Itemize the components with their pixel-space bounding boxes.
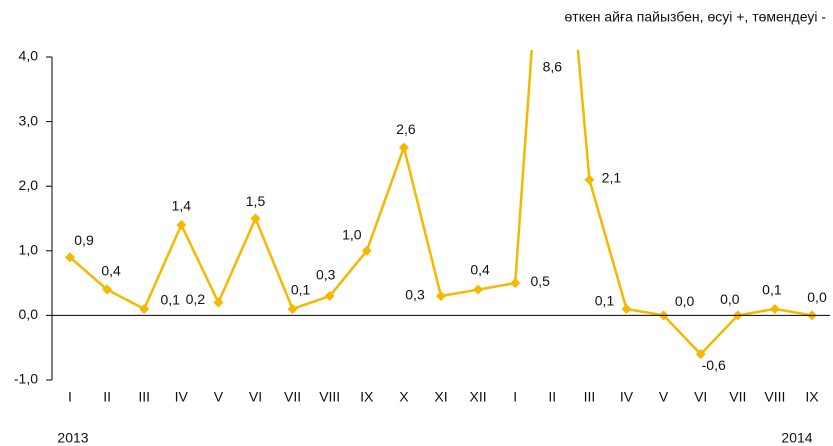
point-marker xyxy=(102,284,113,295)
point-marker xyxy=(510,278,521,289)
year-label: 2014 xyxy=(781,430,812,446)
x-tick-label: IV xyxy=(620,389,634,405)
x-tick-label: III xyxy=(138,389,150,405)
data-label: 1,5 xyxy=(246,193,266,209)
x-tick-label: VII xyxy=(284,389,301,405)
y-tick-label: -1,0 xyxy=(14,371,38,387)
point-marker xyxy=(250,213,261,224)
point-marker xyxy=(695,349,706,360)
x-tick-label: VI xyxy=(694,389,707,405)
data-label: 0,1 xyxy=(291,282,311,298)
data-label: 0,4 xyxy=(470,261,490,277)
data-label: 0,1 xyxy=(762,282,782,298)
data-label: 0,9 xyxy=(74,232,94,248)
point-marker xyxy=(584,174,595,185)
y-tick-label: 2,0 xyxy=(19,177,39,193)
x-tick-label: XI xyxy=(434,389,447,405)
x-tick-label: VII xyxy=(729,389,746,405)
data-label: 2,1 xyxy=(602,169,622,185)
point-marker xyxy=(436,291,446,302)
data-label: 0,0 xyxy=(720,291,740,307)
x-tick-label: IV xyxy=(175,389,189,405)
data-label: 0,2 xyxy=(186,291,206,307)
data-label: 0,0 xyxy=(675,293,695,309)
x-tick-label: VIII xyxy=(319,389,340,405)
data-label: 0,5 xyxy=(530,273,550,289)
point-marker xyxy=(324,291,335,302)
series-line xyxy=(69,50,813,356)
x-tick-label: IX xyxy=(805,389,819,405)
point-marker xyxy=(213,297,224,308)
x-tick-label: IX xyxy=(360,389,374,405)
x-tick-label: VI xyxy=(249,389,262,405)
data-label: -0,6 xyxy=(702,357,726,373)
x-tick-label: I xyxy=(513,389,517,405)
point-marker xyxy=(287,303,298,314)
year-label: 2013 xyxy=(57,430,88,446)
x-tick-label: I xyxy=(68,389,72,405)
x-tick-label: V xyxy=(214,389,224,405)
plot-area xyxy=(65,50,817,360)
chart-subtitle: өткен айға пайызбен, өсуі +, төмендеуі - xyxy=(565,9,827,25)
point-marker xyxy=(176,219,187,230)
data-label: 0,1 xyxy=(595,293,615,309)
data-label: 1,4 xyxy=(172,198,192,214)
x-tick-label: III xyxy=(584,389,596,405)
point-marker xyxy=(139,303,150,314)
point-marker xyxy=(621,303,632,314)
point-marker xyxy=(65,252,75,263)
x-tick-label: VIII xyxy=(764,389,785,405)
data-label: 1,0 xyxy=(342,227,362,243)
x-tick-label: X xyxy=(399,389,409,405)
data-label: 0,1 xyxy=(160,292,180,308)
y-tick-label: 0,0 xyxy=(19,306,39,322)
data-label: 0,4 xyxy=(101,262,121,278)
x-tick-label: II xyxy=(548,389,556,405)
x-tick-label: XII xyxy=(470,389,487,405)
data-label: 2,6 xyxy=(396,121,416,137)
x-tick-label: II xyxy=(103,389,111,405)
point-marker xyxy=(361,245,372,256)
y-tick-label: 1,0 xyxy=(19,242,39,258)
point-marker xyxy=(473,284,484,295)
data-label: 8,6 xyxy=(543,59,563,75)
x-tick-label: V xyxy=(659,389,669,405)
point-marker xyxy=(398,142,409,153)
data-label: 0,3 xyxy=(405,287,425,303)
y-tick-label: 4,0 xyxy=(19,48,39,64)
point-marker xyxy=(769,303,780,314)
y-tick-label: 3,0 xyxy=(19,112,39,128)
data-label: 0,3 xyxy=(316,267,336,283)
data-label: 0,0 xyxy=(807,289,827,305)
